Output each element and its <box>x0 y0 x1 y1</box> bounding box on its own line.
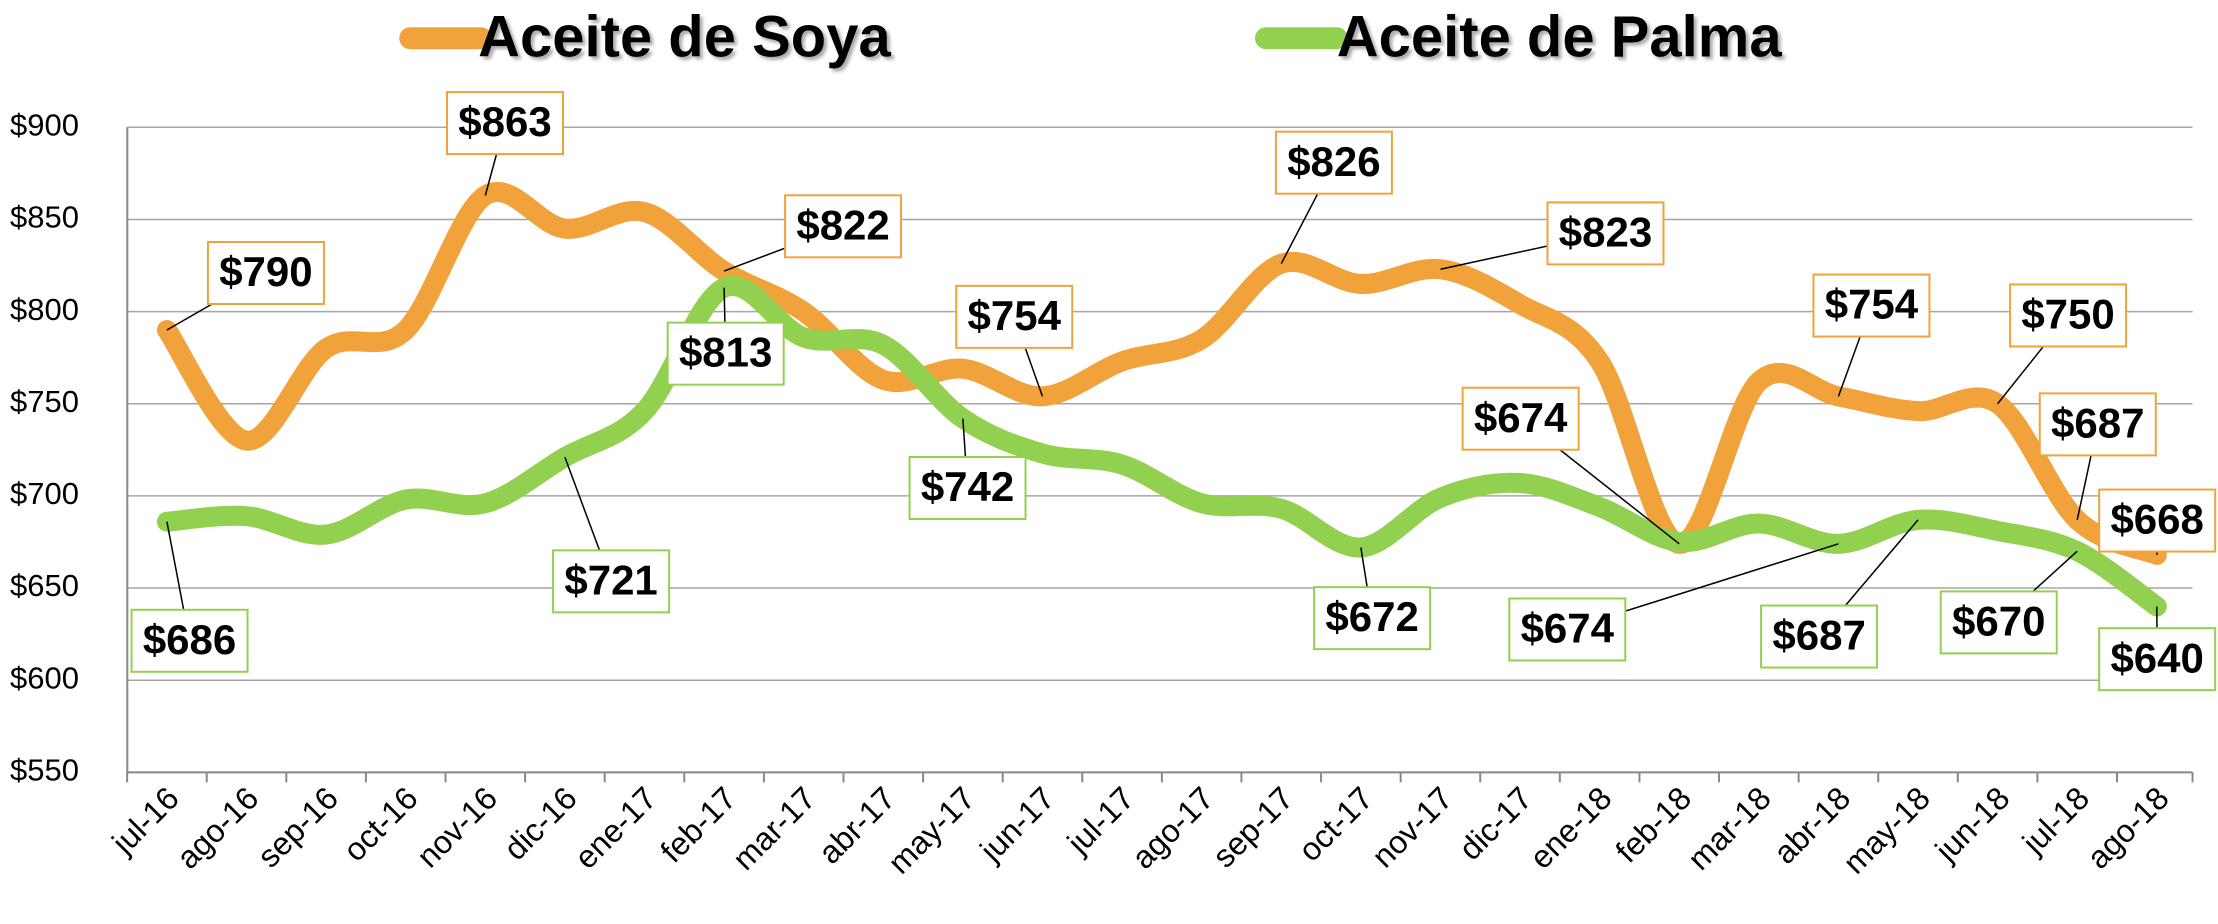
x-tick-label: ago-17 <box>1125 780 1221 876</box>
x-tick-label: oct-16 <box>336 780 424 868</box>
data-label: $863 <box>458 98 551 145</box>
label-box <box>1313 586 1432 651</box>
y-tick-label: $600 <box>10 660 79 695</box>
label-box <box>130 608 249 673</box>
x-tick-label: sep-16 <box>250 780 345 875</box>
data-label: $813 <box>679 329 772 376</box>
data-label: $672 <box>1325 593 1418 640</box>
label-box <box>1760 604 1879 669</box>
y-tick-label: $700 <box>10 476 79 511</box>
label-box <box>2098 488 2217 553</box>
label-box <box>955 284 1074 349</box>
x-tick-label: may-17 <box>881 780 982 881</box>
x-tick-label: jun-17 <box>972 780 1061 869</box>
y-tick-label: $550 <box>10 753 79 788</box>
data-label: $823 <box>1559 208 1652 255</box>
data-label: $721 <box>564 556 657 603</box>
data-label: $670 <box>1952 597 2045 644</box>
label-box <box>1812 273 1931 338</box>
x-tick-label: ago-16 <box>170 780 266 876</box>
data-label: $687 <box>1772 612 1865 659</box>
data-label: $742 <box>921 463 1014 510</box>
data-label: $674 <box>1474 394 1568 441</box>
data-label: $754 <box>968 292 1062 339</box>
x-tick-label: nov-16 <box>410 780 505 875</box>
label-box <box>445 91 564 156</box>
label-box <box>1546 201 1665 266</box>
data-label: $826 <box>1287 138 1380 185</box>
data-label: $668 <box>2110 496 2203 543</box>
series-line <box>156 182 2167 565</box>
x-tick-label: may-18 <box>1836 780 1937 881</box>
legend-label: Aceite de Soya <box>478 4 891 69</box>
series-line <box>156 275 2167 617</box>
label-box <box>2098 627 2217 692</box>
y-tick-label: $650 <box>10 568 79 603</box>
y-tick-label: $750 <box>10 384 79 419</box>
x-tick-label: nov-17 <box>1365 780 1460 875</box>
data-label: $754 <box>1825 281 1919 328</box>
data-label: $640 <box>2110 634 2203 681</box>
x-tick-label: sep-17 <box>1206 780 1301 875</box>
y-tick-label: $800 <box>10 292 79 327</box>
y-tick-label: $900 <box>10 107 79 142</box>
x-tick-label: mar-18 <box>1681 780 1778 877</box>
label-box <box>552 549 671 614</box>
label-box <box>1461 386 1580 451</box>
legend-label: Aceite de Palma <box>1337 4 1783 69</box>
label-box <box>206 241 325 306</box>
x-tick-label: ene-18 <box>1523 780 1619 876</box>
x-tick-label: jun-18 <box>1927 780 2016 869</box>
data-label: $674 <box>1521 605 1615 652</box>
label-box <box>1508 597 1627 662</box>
x-tick-label: ago-18 <box>2080 780 2176 876</box>
label-box <box>908 456 1027 521</box>
data-label: $750 <box>2021 291 2114 338</box>
x-tick-label: ene-17 <box>568 780 664 876</box>
data-label: $687 <box>2051 399 2144 446</box>
label-box <box>2038 392 2157 457</box>
x-tick-label: mar-17 <box>725 780 822 877</box>
label-box <box>666 321 785 386</box>
data-label: $790 <box>219 248 312 295</box>
data-label: $686 <box>143 616 236 663</box>
label-box <box>1939 590 2058 655</box>
label-box <box>2009 283 2128 348</box>
y-tick-label: $850 <box>10 200 79 235</box>
x-tick-label: oct-17 <box>1291 780 1379 868</box>
data-label: $822 <box>796 201 889 248</box>
label-box <box>1274 130 1393 195</box>
label-box <box>784 194 903 259</box>
